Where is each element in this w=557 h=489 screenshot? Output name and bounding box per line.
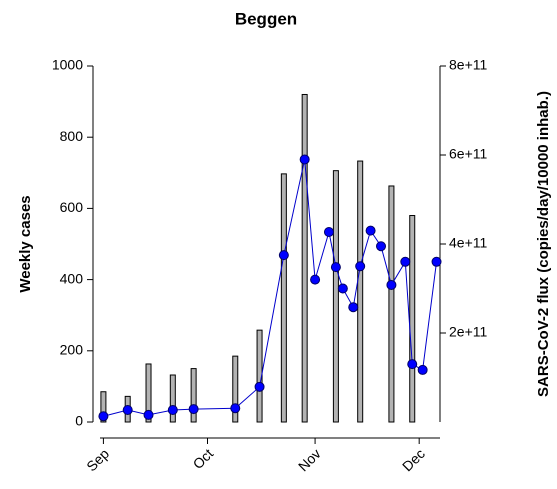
marker (355, 261, 366, 272)
marker (278, 250, 289, 261)
x-tick-label: Dec (399, 445, 428, 474)
marker (348, 302, 359, 313)
y-tick-label: 600 (60, 199, 84, 215)
y2-tick-label: 6e+11 (449, 146, 487, 162)
y-axis-title: Weekly cases (17, 195, 34, 292)
bar (388, 185, 395, 423)
y-tick-label: 0 (75, 413, 83, 429)
bar (301, 93, 308, 423)
y2-tick-label: 2e+11 (449, 324, 487, 340)
marker (330, 262, 341, 273)
marker (337, 283, 348, 294)
chart-title: Beggen (235, 9, 297, 28)
marker (188, 404, 199, 415)
x-tick-label: Nov (295, 445, 324, 474)
y2-tick-label: 4e+11 (449, 235, 487, 251)
bar (232, 355, 239, 423)
bar (256, 329, 263, 423)
marker (407, 359, 418, 370)
y-tick-label: 200 (60, 342, 84, 358)
marker (98, 411, 109, 422)
bar (190, 368, 197, 423)
marker (122, 404, 133, 415)
bar (280, 173, 287, 423)
bar (357, 160, 364, 423)
marker (365, 225, 376, 236)
marker (167, 404, 178, 415)
marker (299, 154, 310, 165)
y2-tick-label: 8e+11 (449, 57, 487, 73)
marker (376, 241, 387, 252)
x-tick-label: Oct (190, 445, 217, 472)
y-tick-label: 800 (60, 128, 84, 144)
y-tick-label: 400 (60, 270, 84, 286)
bar (100, 391, 107, 423)
line (103, 159, 438, 417)
marker (230, 403, 241, 414)
bar (145, 363, 152, 423)
marker (254, 381, 265, 392)
marker (310, 274, 321, 285)
bar (409, 215, 416, 423)
marker (323, 226, 334, 237)
marker (400, 256, 411, 267)
bar (169, 374, 176, 423)
marker (417, 364, 428, 375)
marker (143, 409, 154, 420)
marker (431, 256, 442, 267)
x-tick-label: Sep (83, 445, 112, 474)
y2-axis-title: SARS-CoV-2 flux (copies/day/10000 inhab.… (535, 91, 552, 397)
y-tick-label: 1000 (52, 57, 83, 73)
marker (386, 279, 397, 290)
bar (332, 170, 339, 423)
